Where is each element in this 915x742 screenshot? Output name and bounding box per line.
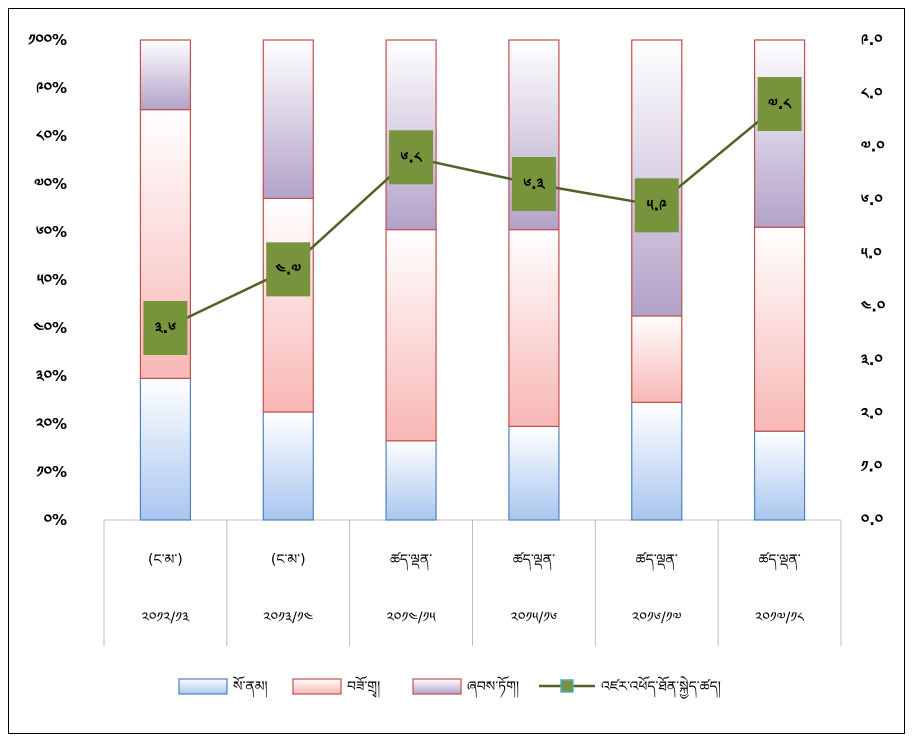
bar-segment: [753, 430, 806, 521]
x-category-label-bottom: ༢༠༡༥/༡༦: [511, 610, 558, 626]
y-left-tick-label: ༩༠%: [36, 79, 67, 97]
y-right-tick-label: ༨.༠: [861, 84, 883, 102]
chart-frame: ༠% ༡༠% ༢༠% ༣༠% ༤༠% ༥༠% ༦༠% ༧༠% ༨༠% ༩༠% ༡༠༠% ༠.༠ ༡.༠ ༢…: [8, 8, 905, 734]
bar-segment: [385, 440, 437, 521]
x-category-label-top: (ང་མ་): [271, 552, 306, 568]
y-right-tick-label: ༦.༠: [861, 191, 883, 209]
legend-line-marker: [560, 679, 574, 693]
y-left-tick-label: ༣༠%: [36, 367, 67, 385]
line-data-label-box: [634, 178, 679, 233]
bar-segment: [139, 377, 192, 521]
line-data-label: ༦.༨: [401, 148, 423, 166]
line-data-label-box: [266, 242, 311, 297]
bar-segment: [631, 315, 683, 404]
bar-segment: [508, 425, 560, 521]
line-data-label: ༤.༧: [274, 260, 301, 278]
line-data-label: ༣.༦: [155, 319, 176, 337]
bar-segment: [262, 411, 314, 521]
bar-segment: [262, 39, 314, 199]
y-left-tick-label: ༤༠%: [32, 319, 67, 337]
y-left-tick-label: ༥༠%: [37, 271, 67, 289]
legend-swatch: [178, 678, 228, 695]
y-right-tick-label: ༥.༠: [861, 244, 882, 262]
y-left-tick-label: ༡༠%: [36, 463, 67, 481]
chart: ༠% ༡༠% ༢༠% ༣༠% ༤༠% ༥༠% ༦༠% ༧༠% ༨༠% ༩༠% ༡༠༠% ༠.༠ ༡.༠ ༢…: [28, 31, 885, 699]
legend-label: སོ་ནམ།: [233, 675, 268, 698]
x-category-label-top: ཚད་ལྡན་: [636, 552, 678, 571]
x-category-label-top: ཚད་ལྡན་: [758, 552, 800, 571]
y-right-tick-label: ༤.༠: [860, 298, 885, 316]
x-category-label-top: (ང་མ་): [148, 552, 183, 568]
x-category-label-top: ཚད་ལྡན་: [390, 552, 432, 571]
y-left-tick-label: ༨༠%: [36, 127, 67, 145]
bar-segment: [753, 226, 806, 432]
line-data-label-box: [389, 130, 434, 185]
bar-segment: [631, 401, 683, 521]
x-category-label-bottom: ༢༠༡༧/༡༨: [755, 610, 805, 626]
y-left-tick-label: ༡༠༠%: [28, 31, 67, 49]
bar-segment: [631, 39, 683, 317]
y-left-tick-label: ༦༠%: [36, 223, 67, 241]
bar-segment: [139, 39, 192, 111]
x-category-label-bottom: ༢༠༡༦/༡༧: [632, 610, 681, 626]
x-category-label-bottom: ༢༠༡༤/༡༥: [387, 610, 437, 626]
x-category-label-bottom: ༢༠༡༢/༡༣: [142, 610, 190, 626]
line-data-label-box: [511, 157, 556, 211]
x-category-label-bottom: ༢༠༡༣/༡༤: [263, 610, 313, 626]
y-right-tick-label: ༡.༠: [861, 458, 882, 476]
x-category-label-top: ཚད་ལྡན་: [513, 552, 555, 571]
y-right-tick-label: ༠.༠: [861, 511, 883, 529]
bar-segment: [508, 229, 560, 428]
line-data-label-box: [143, 301, 188, 355]
legend-swatch: [412, 678, 462, 695]
y-right-tick-label: ༣.༠: [861, 351, 883, 369]
y-left-tick-label: ༧༠%: [34, 175, 67, 193]
y-right-tick-label: ༩.༠: [861, 31, 883, 49]
legend-label: བཟོ་གྲྭ།: [347, 675, 380, 698]
bar-segment: [262, 197, 314, 413]
line-series-path: [164, 103, 781, 330]
line-data-label-box: [757, 77, 802, 131]
legend-swatch: [292, 678, 342, 695]
line-data-label: ༧.༨: [768, 95, 792, 113]
y-right-tick-label: ༧.༠: [861, 138, 885, 156]
legend-label: འཛར་འཕོད་ཐོན་སྐྱེད་ཚད།: [601, 675, 721, 699]
legend-label: ཞབས་ཏོག།: [467, 675, 519, 698]
line-data-label: ༦.༣: [523, 175, 545, 193]
bar-segment: [385, 229, 437, 442]
y-right-tick-label: ༢.༠: [861, 404, 883, 422]
bar-segment: [753, 39, 806, 228]
line-data-label: ༥.༩: [647, 196, 667, 214]
y-left-tick-label: ༠%: [44, 511, 67, 529]
y-left-tick-label: ༢༠%: [36, 415, 67, 433]
